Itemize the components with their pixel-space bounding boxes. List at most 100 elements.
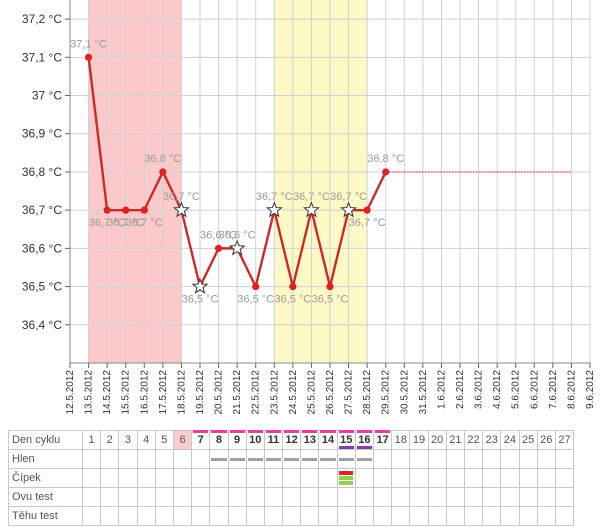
ovu-cell (536, 487, 556, 507)
data-label: 36,7 °C (89, 217, 126, 229)
x-tick-label: 23.5.2012 (269, 370, 280, 415)
fertile-marker (375, 430, 391, 433)
x-tick-label: 29.5.2012 (381, 370, 392, 415)
data-point (289, 282, 297, 291)
fertile-marker (193, 430, 209, 433)
mucus-marker (284, 458, 300, 461)
x-tick-label: 25.5.2012 (306, 370, 317, 415)
mucus-cell (463, 449, 484, 469)
fertile-marker (338, 430, 354, 433)
mucus-cell (100, 449, 120, 469)
mucus-cell (191, 449, 211, 469)
data-point-star (302, 201, 320, 218)
ovu-cell (463, 487, 484, 507)
cycle-day-cell: 15 (336, 430, 356, 450)
data-label: 36,8 °C (367, 153, 404, 165)
data-point-star (340, 201, 358, 218)
ovu-cell (263, 487, 284, 507)
cycle-row-label: Těhu test (8, 506, 83, 526)
cycle-day-cell: 7 (191, 430, 211, 450)
cycle-row-label: Ovu test (8, 487, 83, 507)
x-axis: 12.5.2012 13.5.2012 14.5.2012 15.5.2012 16.5… (65, 363, 596, 415)
preg-cell (100, 506, 120, 526)
cycle-row-preg: Těhu test (8, 506, 575, 526)
y-tick-label: 37,2 °C (22, 12, 62, 26)
data-label: 36,7 °C (293, 191, 330, 203)
y-tick-label: 36,7 °C (22, 203, 62, 217)
cervix-cell (263, 468, 284, 488)
ovu-cell (336, 487, 356, 507)
mucus-cell (445, 449, 465, 469)
cycle-day-cell: 23 (482, 430, 502, 450)
preg-cell (336, 506, 356, 526)
mucus-cell (245, 449, 265, 469)
ovu-cell (100, 487, 120, 507)
cervix-cell (191, 468, 211, 488)
data-label: 36,7 °C (126, 217, 163, 229)
x-tick-label: 26.5.2012 (325, 370, 336, 415)
mucus-marker (265, 458, 282, 461)
preg-cell (154, 506, 174, 526)
y-tick-label: 36,4 °C (22, 318, 62, 332)
mucus-cell (391, 449, 411, 469)
mucus-marker (320, 458, 336, 461)
cervix-cell (427, 468, 447, 488)
ovu-cell (445, 487, 465, 507)
y-tick-label: 36,5 °C (22, 280, 62, 294)
mucus-cell (172, 449, 193, 469)
preg-cell (427, 506, 447, 526)
fertile-band (274, 0, 368, 363)
ovu-cell (554, 487, 575, 507)
x-tick-label: 16.5.2012 (139, 370, 150, 415)
x-tick-label: 3.6.2012 (474, 370, 485, 409)
cycle-row-label: Čípek (8, 468, 83, 488)
cycle-day-cell: 14 (318, 430, 338, 450)
cervix-cell (300, 468, 320, 488)
cervix-cell (445, 468, 465, 488)
data-point (122, 206, 130, 214)
cervix-cell (500, 468, 520, 488)
preg-cell (536, 506, 556, 526)
x-tick-label: 13.5.2012 (84, 370, 95, 415)
cycle-row-day: Den cyklu 1 2 3 4 5 6 7 8 9 10 11 12 13 14 15 16 17 18 19 20… (8, 430, 575, 450)
x-tick-label: 7.6.2012 (548, 370, 559, 409)
cycle-row-label: Hlen (8, 449, 83, 469)
chart-grid (69, 0, 591, 364)
cycle-table: Den cyklu 1 2 3 4 5 6 7 8 9 10 11 12 13 14 15 16 17 18 19 20… (8, 430, 575, 526)
cervix-cell (518, 468, 538, 488)
cycle-day-cell: 11 (263, 430, 284, 450)
cervix-cell (282, 468, 302, 488)
cycle-day-cell: 6 (172, 430, 193, 450)
mucus-cell (318, 449, 338, 469)
fertile-marker (247, 430, 263, 433)
mucus-marker (211, 458, 227, 461)
x-tick-label: 30.5.2012 (399, 370, 410, 415)
data-label: 36,7 °C (330, 191, 367, 203)
data-point-star (228, 239, 246, 256)
y-tick-label: 37,1 °C (22, 50, 62, 64)
preg-cell (445, 506, 465, 526)
preg-cell (191, 506, 211, 526)
cervix-cell (391, 468, 411, 488)
ovu-cell (318, 487, 338, 507)
cervix-cell (372, 468, 393, 488)
preg-cell (554, 506, 575, 526)
cycle-day-cell: 17 (372, 430, 393, 450)
cycle-day-cell: 24 (500, 430, 520, 450)
x-tick-label: 27.5.2012 (344, 370, 355, 415)
cycle-day-cell: 20 (427, 430, 447, 450)
cervix-cell (536, 468, 556, 488)
x-tick-label: 12.5.2012 (65, 370, 76, 415)
cervix-cell (318, 468, 338, 488)
preg-cell (118, 506, 138, 526)
cycle-day-cell: 4 (136, 430, 156, 450)
mucus-marker (302, 458, 318, 461)
mucus-cell (518, 449, 538, 469)
data-label: 37,1 °C (70, 38, 107, 50)
mucus-cell (409, 449, 429, 469)
mucus-cell (336, 449, 356, 469)
cycle-day-cell: 18 (391, 430, 411, 450)
data-labels: 37,1 °C36,7 °C36,7 °C36,7 °C36,8 °C36,7 … (70, 38, 404, 305)
fertile-marker (302, 430, 318, 433)
data-label: 36,5 °C (237, 294, 274, 306)
